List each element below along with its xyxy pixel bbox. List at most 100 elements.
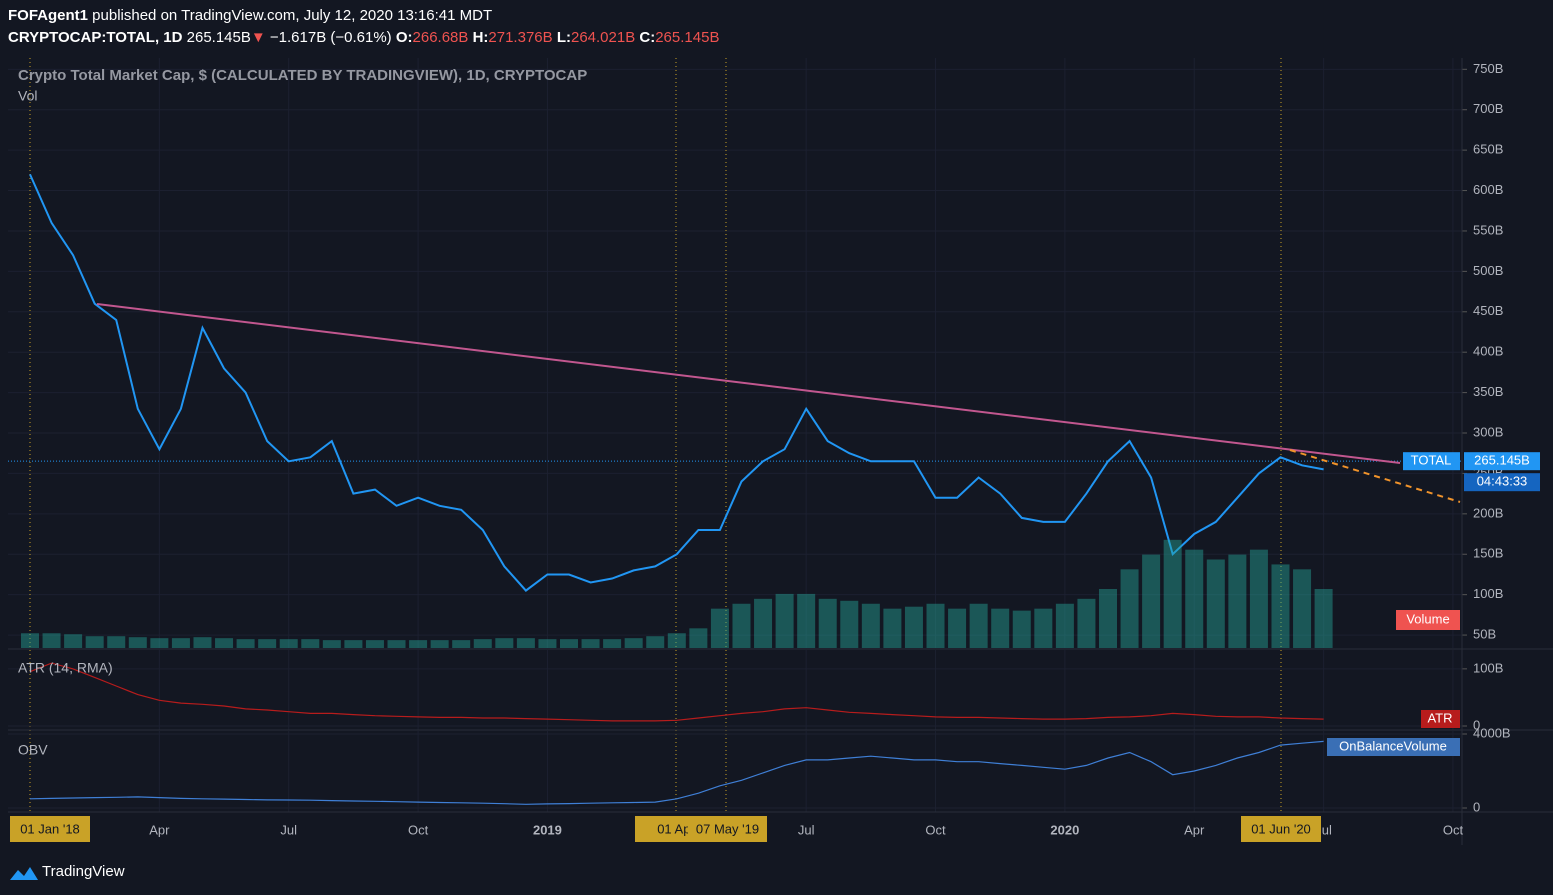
volume-bar (581, 639, 600, 648)
volume-bar (452, 640, 471, 648)
series-tag (1403, 452, 1460, 471)
volume-bar (689, 628, 708, 648)
y-tick-label: 600B (1473, 182, 1503, 197)
volume-tag-label: Volume (1406, 611, 1449, 626)
y-tick-label: 400B (1473, 344, 1503, 359)
chart-title: Crypto Total Market Cap, $ (CALCULATED B… (18, 67, 587, 84)
x-tick-label: Apr (1184, 822, 1205, 837)
volume-bar (840, 600, 859, 648)
volume-bar (322, 640, 341, 648)
y-tick-label: 500B (1473, 263, 1503, 278)
c: 265.145B (655, 29, 719, 46)
x-tick-label: Oct (925, 822, 946, 837)
date-tag-label: 01 Jun '20 (1251, 821, 1311, 836)
volume-bar (603, 639, 622, 648)
volume-bar (883, 608, 902, 648)
y-tick-label: 50B (1473, 627, 1496, 642)
volume-bar (1249, 549, 1268, 648)
volume-bar (732, 603, 751, 648)
volume-bar (1120, 569, 1139, 648)
series-line (29, 173, 1324, 592)
y-tick-label: 550B (1473, 222, 1503, 237)
volume-bar (1034, 608, 1053, 648)
footer-text: TradingView (42, 863, 125, 880)
y-tick-label: 350B (1473, 384, 1503, 399)
y-tick-label: 650B (1473, 142, 1503, 157)
date-tag (688, 816, 767, 842)
volume-bar (473, 639, 492, 648)
price-tag (1464, 452, 1540, 471)
volume-bar (1055, 603, 1074, 648)
logo (10, 867, 38, 880)
x-tick-label: Oct (1443, 822, 1464, 837)
l-label: L: (557, 29, 571, 46)
volume-bar (667, 633, 686, 648)
volume-bar (258, 639, 277, 648)
volume-bar (279, 639, 298, 648)
volume-bar (409, 640, 428, 648)
volume-bar (1271, 564, 1290, 648)
volume-bar (646, 636, 665, 648)
h: 271.376B (488, 29, 552, 46)
countdown-tag (1464, 473, 1540, 492)
footer: TradingView (10, 863, 125, 880)
volume-bar (85, 636, 104, 648)
date-tag (1241, 816, 1321, 842)
volume-bar (1293, 569, 1312, 648)
obv-tag-label: OnBalanceVolume (1339, 738, 1447, 753)
x-tick-label: Apr (149, 822, 170, 837)
trend-projection (1289, 449, 1461, 503)
o-label: O: (396, 29, 413, 46)
volume-bar (107, 636, 126, 648)
down-arrow: ▼ (251, 29, 266, 46)
atr-tag (1421, 710, 1460, 728)
volume-bar (948, 608, 967, 648)
volume-bar (171, 638, 190, 648)
volume-bar (560, 639, 578, 648)
marks (8, 173, 1462, 805)
date-tag (10, 816, 90, 842)
y-tick-label: 100B (1473, 660, 1503, 675)
volume-bar (387, 640, 406, 648)
countdown: 04:43:33 (1477, 474, 1528, 489)
volume-bar (926, 603, 945, 648)
volume-bar (365, 640, 384, 648)
date-tag-label: 01 Jan '18 (20, 821, 80, 836)
volume-bar (215, 638, 234, 648)
volume-bar (516, 638, 535, 648)
y-tick-label: 100B (1473, 586, 1503, 601)
volume-bar (904, 606, 923, 648)
trendline (96, 303, 1401, 464)
y-tick-label: 4000B (1473, 725, 1511, 740)
volume-bar (128, 637, 147, 648)
y-tick-label: 750B (1473, 61, 1503, 76)
x-tick-label: 2020 (1050, 822, 1079, 837)
volume-bar (775, 593, 794, 648)
volume-bar (991, 608, 1010, 648)
volume-bar (1228, 554, 1247, 648)
volume-title: Vol (18, 88, 37, 104)
h-label: H: (473, 29, 489, 46)
y-tick-label: 0 (1473, 799, 1480, 814)
volume-bar (430, 640, 449, 648)
y-tick-label: 700B (1473, 101, 1503, 116)
volume-bar (624, 638, 643, 648)
header-line-2: CRYPTOCAP:TOTAL, 1D 265.145B▼ −1.617B (−… (8, 29, 719, 46)
c-label: C: (639, 29, 655, 46)
obv-title: OBV (18, 742, 48, 758)
atr-title: ATR (14, RMA) (18, 660, 113, 676)
price-tag-label: 265.145B (1474, 453, 1530, 468)
price: 265.145B (187, 29, 251, 46)
symbol: CRYPTOCAP:TOTAL, 1D (8, 29, 183, 46)
published: published on TradingView.com, July 12, 2… (88, 7, 492, 24)
volume-bar (754, 598, 773, 648)
x-tick-label: Oct (408, 822, 429, 837)
obv-tag (1327, 738, 1460, 756)
y-tick-label: 0 (1473, 717, 1480, 732)
series-line (29, 662, 1324, 722)
volume-bar (344, 640, 363, 648)
x-tick-label: 2019 (533, 822, 562, 837)
volume-bar (538, 639, 557, 648)
volume-bar (236, 639, 255, 648)
